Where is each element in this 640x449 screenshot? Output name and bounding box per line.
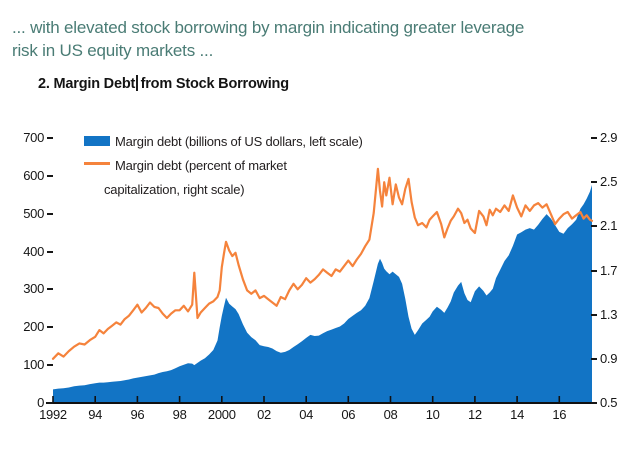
legend-label-ratio-line2: capitalization, right scale) [104,182,245,197]
x-tick-label: 14 [510,407,525,422]
y-left-tick-mark [47,137,53,139]
x-tick-label: 16 [552,407,567,422]
y-left-tick-label: 300 [23,281,44,297]
x-tick-label: 08 [383,407,398,422]
x-tick-label: 98 [172,407,187,422]
y-left-tick-label: 0 [37,395,44,410]
y-right-tick-mark [591,357,597,360]
y-right-tick-label: 1.3 [600,306,618,322]
y-left-tick-mark [47,250,53,253]
y-right-tick-mark [591,402,597,404]
y-left-tick-mark [47,174,53,177]
x-tick-label: 2000 [207,407,236,422]
y-right-tick-mark [591,137,597,139]
y-left-tick-label: 200 [23,319,44,335]
y-right-tick-label: 2.5 [600,174,618,190]
caption-line-1: ... with elevated stock borrowing by mar… [12,18,525,37]
x-tick-label: 12 [467,407,482,422]
y-right-tick-mark [591,225,597,228]
y-right-tick-label: 0.9 [600,350,618,366]
y-right-tick-mark [591,181,597,184]
y-left-tick-label: 700 [23,130,44,145]
x-tick-label: 10 [425,407,440,422]
legend-label-ratio-line1: Margin debt (percent of market [115,158,287,173]
legend-line-swatch [84,162,110,165]
y-left-tick-mark [47,326,53,329]
y-left-tick-mark [47,364,53,367]
chart-title: 2. Margin Debt from Stock Borrowing [38,75,289,92]
y-left-tick-mark [47,402,53,404]
y-left-tick-label: 100 [23,357,44,373]
x-tick-label: 06 [341,407,356,422]
x-tick-label: 02 [257,407,271,422]
y-right-tick-label: 2.1 [600,218,618,234]
y-right-tick-label: 2.9 [600,130,618,145]
chart-title-part2: from Stock Borrowing [140,76,289,92]
legend-area-swatch [84,136,110,146]
legend-label-margin-debt: Margin debt (billions of US dollars, lef… [115,134,363,149]
ratio-line-series [51,167,594,360]
y-left-tick-label: 500 [23,205,44,221]
text-cursor [136,75,138,91]
y-right-tick-mark [591,269,597,272]
x-axis-ticks [52,396,561,403]
x-tick-label: 96 [130,407,145,422]
y-left-tick-mark [47,288,53,291]
margin-debt-area-series [53,184,592,403]
figure-caption: ... with elevated stock borrowing by mar… [12,16,632,62]
y-left-tick-label: 400 [23,243,44,259]
x-tick-label: 94 [88,407,103,422]
y-left-tick-label: 600 [23,167,44,183]
y-right-tick-mark [591,313,597,316]
chart-title-part1: 2. Margin Debt [38,76,136,92]
x-tick-label: 04 [299,407,314,422]
y-left-tick-mark [47,212,53,215]
caption-line-2: risk in US equity markets ... [12,41,214,60]
x-tick-label: 1992 [39,407,67,422]
y-right-tick-label: 1.7 [600,262,618,278]
y-right-tick-label: 0.5 [600,395,618,410]
